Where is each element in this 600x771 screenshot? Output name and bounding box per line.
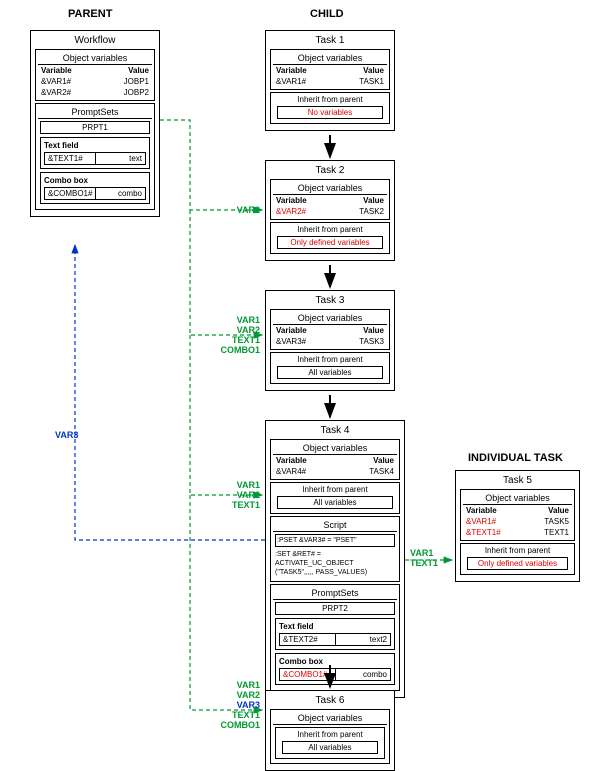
label-t2: VAR2	[205, 205, 260, 215]
task1-title: Task 1	[270, 35, 390, 46]
task6-title: Task 6	[270, 695, 390, 706]
task4-box: Task 4 Object variables VariableValue &V…	[265, 420, 405, 698]
task4-title: Task 4	[270, 425, 400, 436]
workflow-ps-label: PromptSets	[38, 106, 152, 119]
individual-header: INDIVIDUAL TASK	[468, 452, 563, 464]
workflow-box: Workflow Object variables VariableValue …	[30, 30, 160, 217]
task3-title: Task 3	[270, 295, 390, 306]
label-t4: VAR1VAR2TEXT1	[200, 480, 260, 510]
label-back: VAR3	[55, 430, 95, 440]
workflow-objvars-label: Object variables	[38, 52, 152, 65]
workflow-tf-label: Text field	[43, 140, 147, 151]
label-t5: VAR1TEXT1	[410, 548, 450, 568]
parent-header: PARENT	[68, 8, 112, 20]
task2-box: Task 2 Object variables VariableValue &V…	[265, 160, 395, 261]
task5-box: Task 5 Object variables VariableValue &V…	[455, 470, 580, 582]
label-t3: VAR1VAR2TEXT1COMBO1	[200, 315, 260, 355]
workflow-cb-label: Combo box	[43, 175, 147, 186]
child-header: CHILD	[310, 8, 344, 20]
workflow-ps-name: PRPT1	[40, 121, 150, 134]
task1-box: Task 1 Object variables VariableValue &V…	[265, 30, 395, 131]
label-t6: VAR1 VAR2 VAR3 TEXT1 COMBO1	[200, 680, 260, 730]
task3-box: Task 3 Object variables VariableValue &V…	[265, 290, 395, 391]
task4-script: :PSET &VAR3# = "PSET" :SET &RET# = ACTIV…	[273, 532, 397, 579]
task5-title: Task 5	[460, 475, 575, 486]
task2-title: Task 2	[270, 165, 390, 176]
task6-box: Task 6 Object variables Inherit from par…	[265, 690, 395, 771]
workflow-title: Workflow	[35, 35, 155, 46]
